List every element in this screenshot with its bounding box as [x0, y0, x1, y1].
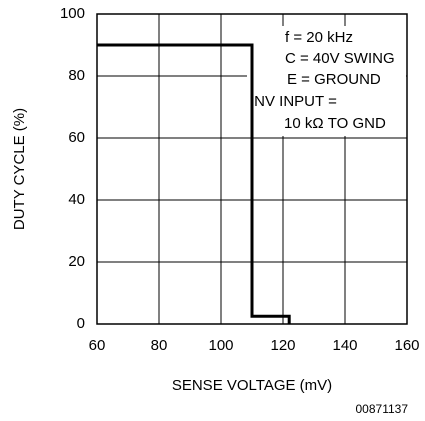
x-tick-label: 120 [270, 337, 295, 354]
x-tick-label: 60 [89, 337, 106, 354]
plot-border [96, 13, 408, 325]
x-tick-label: 100 [208, 337, 233, 354]
y-axis-label: DUTY CYCLE (%) [11, 108, 28, 230]
annotation: E = GROUND [287, 71, 381, 88]
data-line [97, 43, 291, 324]
y-tick-label: 100 [60, 5, 85, 22]
x-tick-label: 160 [394, 337, 419, 354]
footnote: 00871137 [356, 402, 409, 416]
y-tick-label: 40 [68, 191, 85, 208]
x-axis-label: SENSE VOLTAGE (mV) [172, 377, 332, 394]
annotation: C = 40V SWING [285, 50, 395, 67]
x-tick-label: 140 [332, 337, 357, 354]
y-tick-label: 20 [68, 253, 85, 270]
y-tick-label: 80 [68, 67, 85, 84]
x-tick-label: 80 [151, 337, 168, 354]
annotation: f = 20 kHz [285, 29, 353, 46]
annotation: 10 kΩ TO GND [284, 115, 386, 132]
y-tick-label: 0 [77, 315, 85, 332]
annotation-background [247, 26, 406, 136]
annotation: INV INPUT = [250, 93, 337, 110]
y-tick-label: 60 [68, 129, 85, 146]
